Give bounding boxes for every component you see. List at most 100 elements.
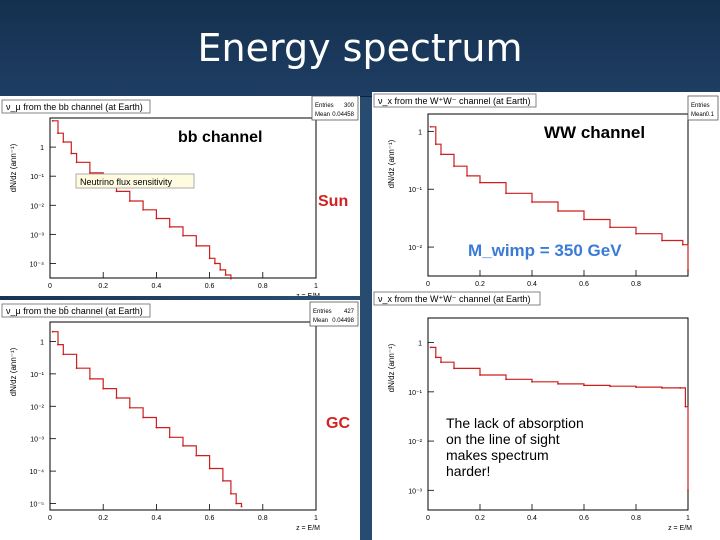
data-point	[208, 467, 211, 470]
x-tick-label: 0.2	[475, 515, 485, 522]
channel-title: WW channel	[544, 123, 645, 142]
y-axis-label: dN/dz (ann⁻¹)	[9, 347, 18, 396]
y-axis-label: dN/dz (ann⁻¹)	[387, 343, 396, 392]
x-tick-label: 0.8	[258, 515, 268, 522]
data-point	[222, 479, 224, 482]
data-point	[195, 245, 198, 247]
x-tick-label: 0	[426, 515, 430, 522]
data-point	[583, 384, 585, 387]
data-point	[687, 269, 689, 271]
data-point	[75, 367, 78, 370]
data-point	[505, 192, 507, 195]
x-tick-label: 0.4	[152, 515, 162, 522]
panel-header-text: ν_x from the W⁺W⁻ channel (at Earth)	[378, 96, 531, 106]
y-tick-label: 10⁻³	[30, 232, 44, 239]
plot-ww-sun: ν_x from the W⁺W⁻ channel (at Earth) Entr…	[373, 93, 719, 288]
plot-ww-gc: ν_x from the W⁺W⁻ channel (at Earth) 0 0.2…	[373, 291, 692, 532]
data-point	[681, 243, 684, 246]
plot-bb-gc: ν_μ from the bb̄ channel (at Earth) Entri…	[1, 301, 359, 532]
data-point	[89, 377, 91, 380]
panel-header-text: ν_μ from the bb̄ channel (at Earth)	[6, 306, 143, 316]
data-point	[661, 387, 663, 389]
y-tick-label: 10⁻⁴	[30, 261, 45, 268]
data-point	[679, 387, 682, 389]
source-tag: Sun	[318, 193, 348, 210]
data-point	[214, 262, 216, 265]
x-tick-label: 1	[686, 515, 690, 522]
stats-entries-label: Entries	[315, 103, 334, 109]
data-point	[434, 356, 437, 359]
y-tick-label: 1	[418, 341, 422, 348]
data-point	[57, 132, 59, 135]
stats-frame	[687, 95, 719, 121]
stats-entries-label: Entries	[313, 309, 332, 315]
y-tick-label: 10⁻¹	[30, 372, 44, 379]
stats-mean-value: 0.04498	[332, 318, 354, 324]
data-point	[229, 492, 232, 495]
y-axis-label: dN/dz (ann⁻¹)	[387, 139, 396, 188]
data-point	[219, 269, 222, 271]
stats-frame	[309, 301, 359, 327]
x-tick-label: 1	[314, 283, 318, 290]
absorption-note-line: The lack of absorption	[446, 415, 584, 431]
y-tick-label: 10⁻³	[30, 437, 44, 444]
slide-title: Energy spectrum	[197, 26, 523, 70]
title-bar: Energy spectrum	[0, 0, 720, 97]
mass-annotation: M_wimp = 350 GeV	[468, 241, 622, 260]
stats-box: Entries Mean 0.1	[687, 95, 719, 121]
x-tick-label: 0.6	[579, 281, 589, 288]
data-point	[182, 234, 184, 237]
panel-header: ν_μ from the bb̄ channel (at Earth)	[1, 303, 151, 318]
stats-box: Entries 427 Mean 0.04498	[309, 301, 359, 327]
data-point	[115, 397, 118, 399]
series-line	[52, 331, 243, 507]
panel-header-text: ν_μ from the bb channel (at Earth)	[6, 102, 143, 112]
x-tick-label: 0.4	[527, 515, 537, 522]
x-tick-label: 0.4	[152, 283, 162, 290]
stats-mean-label: Mean	[315, 112, 330, 118]
data-point	[224, 274, 227, 276]
data-point	[635, 386, 637, 388]
y-tick-label: 1	[418, 129, 422, 136]
data-point	[429, 125, 432, 128]
plot-panel-ww-gc: ν_x from the W⁺W⁻ channel (at Earth) 0 0.2…	[372, 290, 720, 540]
y-tick-label: 1	[40, 145, 44, 152]
data-point	[70, 152, 73, 155]
x-axis-label: z = E/M	[668, 525, 692, 532]
data-point	[434, 143, 437, 146]
stats-mean-value: 0.1	[706, 112, 715, 118]
plot-panel-bb-sun: ν_μ from the bb channel (at Earth) Entrie…	[0, 96, 360, 296]
sensitivity-box	[75, 173, 195, 189]
y-tick-label: 10⁻²	[30, 203, 44, 210]
data-point	[142, 416, 145, 419]
x-tick-label: 0.8	[631, 281, 641, 288]
data-point	[466, 174, 468, 177]
stats-entries-label: Entries	[691, 103, 710, 109]
y-tick-label: 10⁻¹	[408, 390, 422, 397]
y-tick-label: 10⁻³	[408, 488, 422, 495]
y-tick-label: 10⁻²	[408, 439, 422, 446]
stats-entries-value: 300	[344, 103, 355, 109]
y-tick-label: 10⁻¹	[408, 187, 422, 194]
y-tick-label: 10⁻⁴	[30, 469, 45, 476]
data-point	[453, 165, 455, 168]
channel-title: bb channel	[178, 129, 262, 146]
plot-frame	[427, 113, 689, 277]
data-point	[557, 383, 559, 385]
x-tick-label: 0.4	[527, 281, 537, 288]
data-point	[62, 353, 65, 356]
data-point	[609, 385, 611, 388]
data-point	[57, 343, 59, 346]
x-axis-label: z = E/M	[296, 525, 320, 532]
data-point	[479, 181, 481, 184]
x-tick-label: 0.8	[631, 515, 641, 522]
data-point	[635, 232, 637, 235]
x-tick-label: 1	[314, 515, 318, 522]
sensitivity-label: Neutrino flux sensitivity	[80, 177, 173, 187]
panel-header-box	[1, 99, 151, 114]
x-tick-label: 0.6	[579, 515, 589, 522]
plot-bb-sun: ν_μ from the bb channel (at Earth) Entrie…	[1, 96, 359, 296]
absorption-note-line: harder!	[446, 463, 490, 479]
data-point	[240, 505, 243, 508]
data-point	[75, 161, 78, 164]
